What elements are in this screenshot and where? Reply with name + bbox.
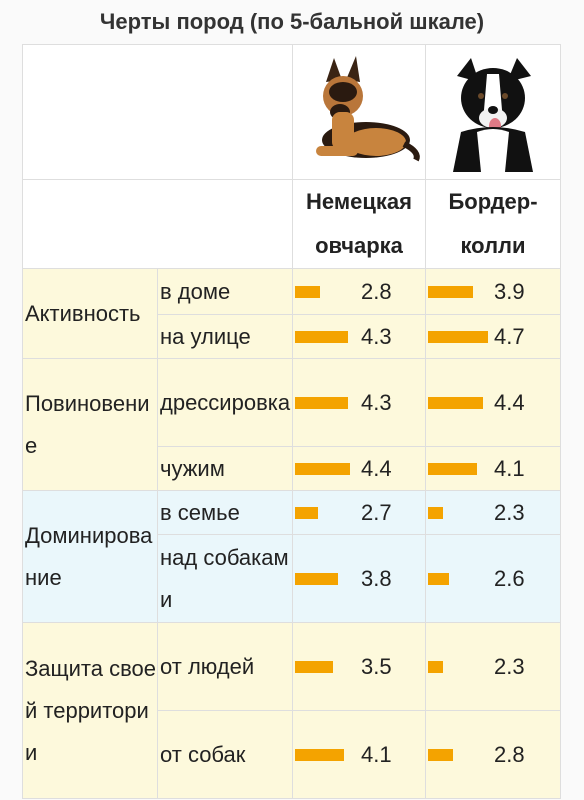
value-bar bbox=[295, 462, 350, 475]
value-label: 4.1 bbox=[494, 455, 525, 481]
breed-name-border-collie: Бордер-колли bbox=[425, 179, 561, 269]
value-bar bbox=[295, 572, 339, 585]
border-collie-image-cell bbox=[425, 44, 561, 180]
value-label: 2.6 bbox=[494, 565, 525, 591]
value-bar bbox=[428, 748, 453, 761]
value-cell: 2.8 bbox=[425, 710, 561, 799]
subcategory-label: на улице bbox=[157, 314, 293, 359]
value-cell: 4.4 bbox=[292, 446, 426, 491]
value-label: 2.8 bbox=[361, 278, 392, 304]
value-label: 4.7 bbox=[494, 323, 525, 349]
german-shepherd-image-cell bbox=[292, 44, 426, 180]
value-cell: 4.3 bbox=[292, 358, 426, 447]
category-label: Активность bbox=[22, 268, 158, 359]
value-label: 4.3 bbox=[361, 389, 392, 415]
value-bar bbox=[295, 660, 333, 673]
subcategory-label: чужим bbox=[157, 446, 293, 491]
value-label: 2.7 bbox=[361, 499, 392, 525]
value-bar bbox=[428, 660, 444, 673]
value-cell: 4.1 bbox=[425, 446, 561, 491]
value-cell: 3.9 bbox=[425, 268, 561, 315]
value-label: 4.3 bbox=[361, 323, 392, 349]
value-bar bbox=[428, 330, 489, 343]
subcategory-label: над собаками bbox=[157, 534, 293, 623]
value-label: 2.8 bbox=[494, 741, 525, 767]
value-bar bbox=[428, 572, 449, 585]
value-cell: 2.3 bbox=[425, 622, 561, 711]
value-label: 2.3 bbox=[494, 653, 525, 679]
subcategory-label: от собак bbox=[157, 710, 293, 799]
value-bar bbox=[428, 462, 478, 475]
value-label: 2.3 bbox=[494, 499, 525, 525]
value-cell: 3.5 bbox=[292, 622, 426, 711]
value-bar bbox=[295, 748, 345, 761]
category-label: Повиновение bbox=[22, 358, 158, 491]
header-empty-cell bbox=[22, 44, 293, 180]
value-cell: 4.4 bbox=[425, 358, 561, 447]
value-cell: 2.7 bbox=[292, 490, 426, 535]
value-bar bbox=[428, 506, 444, 519]
value-bar bbox=[428, 396, 483, 409]
value-cell: 3.8 bbox=[292, 534, 426, 623]
subcategory-label: в доме bbox=[157, 268, 293, 315]
value-cell: 4.7 bbox=[425, 314, 561, 359]
value-bar bbox=[295, 285, 320, 298]
breed-name-german-shepherd: Немецкая овчарка bbox=[292, 179, 426, 269]
value-label: 4.4 bbox=[361, 455, 392, 481]
value-label: 4.1 bbox=[361, 741, 392, 767]
subcategory-label: в семье bbox=[157, 490, 293, 535]
value-cell: 2.6 bbox=[425, 534, 561, 623]
value-bar bbox=[295, 330, 348, 343]
value-bar bbox=[428, 285, 474, 298]
value-cell: 4.3 bbox=[292, 314, 426, 359]
value-cell: 4.1 bbox=[292, 710, 426, 799]
page-title: Черты пород (по 5-бальной шкале) bbox=[99, 9, 485, 34]
german-shepherd-photo-icon bbox=[316, 56, 420, 162]
subcategory-label: дрессировка bbox=[157, 358, 293, 447]
value-label: 3.5 bbox=[361, 653, 392, 679]
value-label: 3.8 bbox=[361, 565, 392, 591]
subcategory-label: от людей bbox=[157, 622, 293, 711]
value-label: 3.9 bbox=[494, 278, 525, 304]
header-empty-cell-2 bbox=[22, 179, 293, 269]
value-bar bbox=[295, 506, 318, 519]
category-label: Защита своей территории bbox=[22, 622, 158, 799]
value-bar bbox=[295, 396, 348, 409]
breed-traits-table: Немецкая овчарка Бордер-колли Активность… bbox=[22, 44, 561, 799]
border-collie-photo-icon bbox=[453, 58, 533, 172]
category-label: Доминирование bbox=[22, 490, 158, 623]
value-label: 4.4 bbox=[494, 389, 525, 415]
value-cell: 2.8 bbox=[292, 268, 426, 315]
value-cell: 2.3 bbox=[425, 490, 561, 535]
